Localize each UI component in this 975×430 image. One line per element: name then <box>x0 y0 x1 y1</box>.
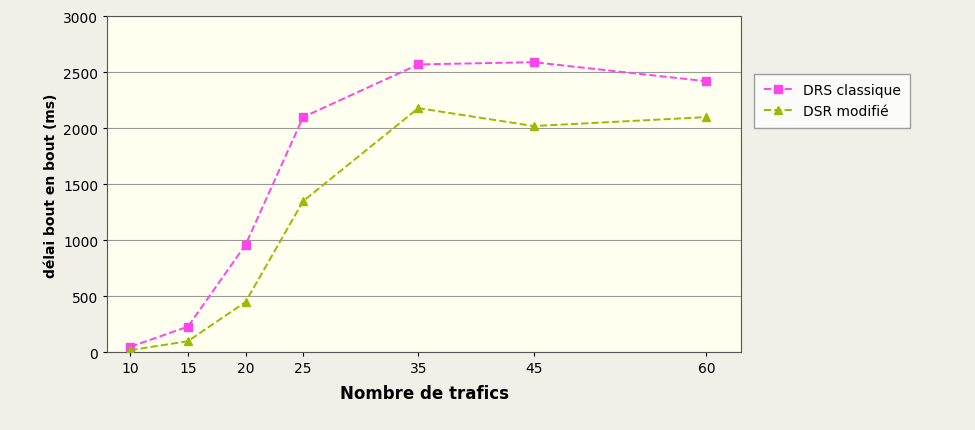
Line: DRS classique: DRS classique <box>126 59 711 351</box>
DRS classique <box>297 115 309 120</box>
DRS classique <box>240 243 252 248</box>
DRS classique <box>182 324 194 329</box>
DRS classique <box>701 80 713 85</box>
DSR modifié <box>125 348 136 353</box>
DSR modifié <box>701 115 713 120</box>
X-axis label: Nombre de trafics: Nombre de trafics <box>339 384 509 402</box>
DSR modifié <box>527 124 539 129</box>
DSR modifié <box>297 199 309 204</box>
DSR modifié <box>412 106 424 111</box>
DSR modifié <box>182 339 194 344</box>
Legend: DRS classique, DSR modifié: DRS classique, DSR modifié <box>755 74 911 129</box>
DRS classique <box>125 344 136 350</box>
DRS classique <box>527 61 539 66</box>
DRS classique <box>412 63 424 68</box>
Y-axis label: délai bout en bout (ms): délai bout en bout (ms) <box>44 93 58 277</box>
Line: DSR modifié: DSR modifié <box>126 105 711 354</box>
DSR modifié <box>240 300 252 305</box>
